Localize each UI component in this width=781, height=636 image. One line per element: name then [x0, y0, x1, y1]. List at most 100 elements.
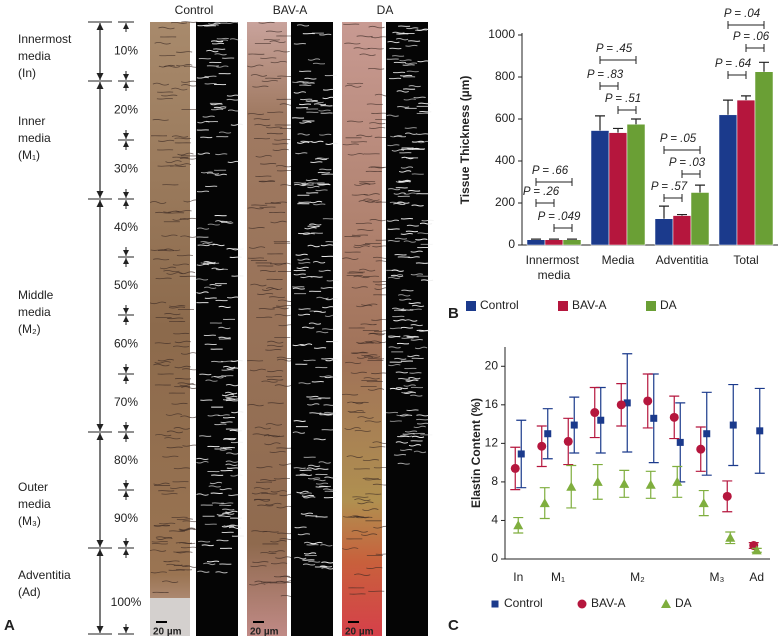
error-bar — [595, 115, 605, 131]
elastin-fiber — [297, 533, 311, 536]
fiber — [179, 157, 197, 160]
elastin-fiber — [403, 98, 416, 101]
legend-label: BAV-A — [572, 298, 606, 312]
y-tick-label: 0 — [491, 551, 498, 565]
point — [544, 430, 552, 438]
fiber — [252, 433, 269, 436]
fiber — [176, 551, 193, 554]
elastin-fiber — [318, 269, 331, 272]
elastin-fiber — [399, 298, 412, 301]
elastin-fiber — [208, 485, 221, 488]
elastin-fiber — [196, 291, 209, 294]
fiber — [368, 68, 385, 70]
elastin-fiber — [307, 58, 321, 61]
elastin-fiber — [317, 171, 330, 174]
bar — [736, 99, 756, 246]
error-bar — [741, 95, 751, 101]
elastin-fiber — [293, 420, 306, 422]
fiber — [180, 235, 197, 238]
group-header: BAV-A — [273, 3, 307, 17]
fiber — [363, 193, 380, 196]
fiber — [274, 314, 291, 317]
fiber — [153, 363, 170, 367]
percent-label: 100% — [111, 595, 142, 609]
fiber — [255, 155, 272, 158]
elastin-fiber — [400, 448, 413, 451]
fiber — [170, 487, 187, 489]
fiber — [162, 580, 179, 583]
fiber — [267, 402, 284, 404]
elastin-fiber — [415, 238, 428, 241]
fiber — [161, 234, 178, 237]
elastin-fiber — [292, 344, 305, 347]
point — [698, 498, 709, 508]
p-value: P = .03 — [669, 157, 706, 169]
elastin-fiber — [196, 457, 209, 461]
fiber — [173, 332, 190, 335]
fiber — [357, 416, 374, 419]
elastin-fiber — [225, 399, 238, 402]
y-axis-title: Elastin Content (%) — [469, 398, 483, 508]
elastin-fiber — [203, 562, 216, 566]
elastin-fiber — [406, 409, 419, 412]
fiber — [166, 446, 183, 449]
fiber — [350, 351, 368, 355]
fiber — [347, 410, 364, 413]
y-tick-label: 600 — [495, 111, 515, 125]
elastin-fiber — [318, 461, 331, 464]
elastin-fiber — [408, 302, 421, 305]
point — [623, 399, 631, 407]
fiber — [356, 35, 373, 38]
fiber — [342, 143, 359, 146]
elastin-fiber — [228, 494, 241, 496]
point — [563, 436, 573, 446]
error-bar — [549, 238, 559, 240]
elastin-fiber — [402, 433, 415, 435]
elastin-fiber — [413, 450, 427, 454]
elastin-fiber — [409, 372, 422, 374]
elastin-fiber — [408, 189, 421, 192]
elastin-fiber — [219, 488, 232, 491]
elastin-fiber — [230, 123, 244, 126]
fiber — [259, 270, 277, 272]
elastin-fiber — [296, 141, 310, 144]
significance-bracket — [663, 146, 701, 154]
p-value: P = .049 — [538, 211, 581, 223]
elastin-fiber — [410, 273, 423, 276]
elastin-fiber — [396, 413, 409, 417]
fiber — [180, 352, 198, 355]
fiber — [171, 402, 188, 405]
fiber — [247, 64, 264, 68]
elastin-fiber — [298, 308, 311, 310]
fiber — [268, 435, 285, 437]
fiber — [354, 243, 371, 247]
layer-label: (M₂) — [18, 322, 41, 336]
elastin-fiber — [222, 398, 236, 401]
fiber — [341, 393, 359, 396]
elastin-fiber — [215, 153, 228, 156]
elastin-fiber — [421, 219, 434, 222]
fiber — [166, 430, 184, 434]
layer-label: (In) — [18, 66, 36, 80]
fiber — [276, 305, 293, 307]
elastin-fiber — [315, 189, 328, 192]
elastin-fiber — [410, 250, 423, 253]
elastin-fiber — [392, 55, 405, 57]
x-tick-label-line: media — [538, 268, 571, 282]
p-value: P = .04 — [724, 8, 760, 20]
fiber — [261, 492, 278, 495]
x-tick-label: Media — [602, 253, 635, 267]
scale-bar-label: 20 µm — [250, 627, 279, 636]
fiber — [357, 501, 374, 505]
fiber — [276, 447, 293, 449]
point — [696, 444, 706, 454]
elastin-fiber — [306, 395, 319, 398]
elastin-fiber — [312, 62, 326, 65]
elastin-fiber — [401, 391, 414, 394]
elastin-fiber — [394, 237, 408, 240]
elastin-fiber — [229, 38, 243, 41]
elastin-fiber — [387, 240, 400, 242]
elastin-fiber — [405, 44, 418, 47]
elastin-fiber — [300, 276, 313, 279]
significance-bracket — [599, 82, 619, 90]
